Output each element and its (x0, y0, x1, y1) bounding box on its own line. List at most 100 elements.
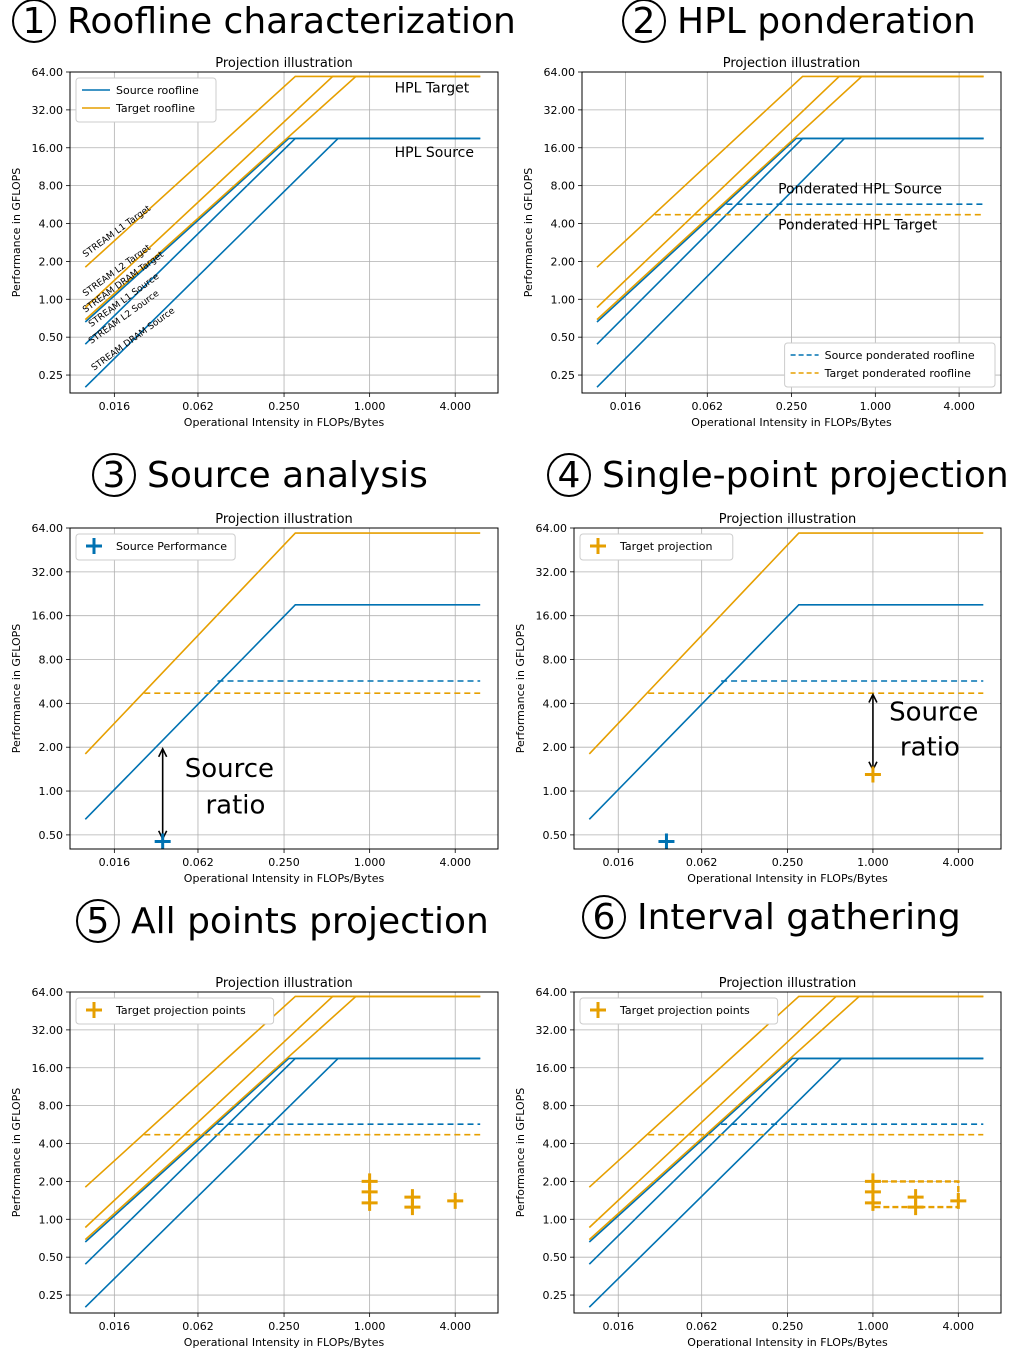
x-tick-label: 0.250 (268, 1320, 300, 1333)
step-title: Roofline characterization (67, 1, 516, 42)
data-point (864, 766, 881, 783)
y-tick-label: 32.00 (32, 1024, 64, 1037)
panel-5: 5 All points projection Projection illustr… (10, 899, 499, 1349)
x-tick-label: 4.000 (943, 856, 975, 869)
y-tick-label: 8.00 (543, 1100, 568, 1113)
axes-frame (69, 71, 499, 394)
y-tick-label: 16.00 (536, 1062, 568, 1075)
step-circle-icon (12, 0, 56, 43)
step-circle-icon (547, 453, 591, 497)
y-tick-label: 16.00 (536, 610, 568, 623)
annotation-text: Ponderated HPL Source (778, 182, 942, 198)
roofline-line (84, 137, 481, 323)
x-tick-label: 0.062 (692, 400, 724, 413)
y-tick-label: 8.00 (551, 180, 576, 193)
axes-title: Projection illustration (215, 512, 353, 527)
data-point (404, 1199, 421, 1216)
y-tick-label: 32.00 (536, 1024, 568, 1037)
y-tick-label: 0.50 (551, 331, 576, 344)
y-tick-label: 2.00 (543, 741, 568, 754)
axes-frame (573, 991, 1002, 1314)
axes-title: Projection illustration (723, 56, 861, 71)
roofline-line (84, 995, 481, 1188)
axes-title: Projection illustration (719, 512, 857, 527)
y-tick-label: 8.00 (543, 654, 568, 667)
axes-title: Projection illustration (215, 976, 353, 991)
y-tick-label: 0.25 (39, 369, 64, 382)
x-axis-label: Operational Intensity in FLOPs/Bytes (687, 1336, 888, 1349)
data-point (950, 1192, 967, 1209)
y-tick-label: 0.25 (543, 1289, 568, 1302)
y-tick-label: 0.50 (39, 331, 64, 344)
y-tick-label: 32.00 (544, 104, 576, 117)
legend: Target projection points (75, 997, 275, 1025)
y-tick-label: 1.00 (551, 293, 576, 306)
x-tick-label: 4.000 (439, 856, 471, 869)
step-circle-icon (92, 453, 136, 497)
axes-frame (581, 71, 1002, 394)
data-point (658, 833, 675, 850)
y-tick-label: 1.00 (39, 1213, 64, 1226)
y-tick-label: 0.50 (543, 829, 568, 842)
y-tick-label: 64.00 (32, 522, 64, 535)
roofline-line (84, 137, 481, 345)
step-number: 4 (558, 455, 581, 496)
step-number: 3 (103, 455, 126, 496)
axes-frame (69, 527, 499, 850)
x-tick-label: 0.016 (602, 856, 634, 869)
step-circle-icon (582, 895, 626, 939)
legend-label: Target projection points (115, 1004, 246, 1017)
x-tick-label: 1.000 (857, 1320, 889, 1333)
roofline-line (588, 995, 984, 1188)
roofline-line (84, 995, 481, 1241)
roofline-line (596, 137, 984, 345)
annotation-text: Ponderated HPL Target (778, 217, 938, 233)
arrowhead-up-icon (868, 692, 878, 703)
roofline-line (84, 1057, 481, 1265)
step-title: HPL ponderation (677, 1, 976, 42)
x-tick-label: 1.000 (354, 856, 386, 869)
step-title: Single-point projection (602, 455, 1009, 496)
legend-label: Source Performance (116, 540, 227, 553)
y-tick-label: 64.00 (544, 66, 576, 79)
y-tick-label: 8.00 (39, 654, 64, 667)
step-number: 1 (23, 1, 46, 42)
x-tick-label: 0.062 (686, 856, 718, 869)
legend-box (784, 342, 996, 388)
y-tick-label: 4.00 (39, 218, 64, 231)
annotation-text: ratio (205, 791, 265, 821)
data-point (154, 833, 171, 850)
x-axis-label: Operational Intensity in FLOPs/Bytes (687, 872, 888, 885)
legend: Source Performance (75, 533, 236, 561)
panel-4: 4 Single-point projection Projection illus… (514, 453, 1009, 885)
roofline-line (588, 532, 984, 755)
step-title: Interval gathering (637, 897, 961, 938)
y-axis-label: Performance in GFLOPS (514, 624, 527, 754)
roofline-line (588, 1057, 984, 1308)
legend-marker (86, 1002, 102, 1018)
y-tick-label: 0.50 (39, 829, 64, 842)
roofline-line (84, 603, 481, 820)
y-tick-label: 0.50 (39, 1251, 64, 1264)
legend-box (75, 77, 217, 123)
x-tick-label: 0.250 (268, 400, 300, 413)
y-tick-label: 32.00 (32, 104, 64, 117)
legend-label: Source ponderated roofline (825, 349, 975, 362)
legend-box (75, 997, 275, 1025)
y-tick-label: 64.00 (536, 522, 568, 535)
legend: Target projection points (579, 997, 779, 1025)
y-axis-label: Performance in GFLOPS (514, 1088, 527, 1218)
legend-label: Target projection points (619, 1004, 750, 1017)
x-tick-label: 0.062 (182, 1320, 214, 1333)
x-tick-label: 0.062 (686, 1320, 718, 1333)
axes-frame (573, 527, 1002, 850)
data-point (361, 1194, 378, 1211)
roofline-line (596, 137, 984, 323)
y-tick-label: 0.50 (543, 1251, 568, 1264)
y-tick-label: 2.00 (39, 741, 64, 754)
y-tick-label: 16.00 (32, 142, 64, 155)
step-title: Source analysis (147, 455, 428, 496)
y-tick-label: 4.00 (543, 1138, 568, 1151)
y-tick-label: 2.00 (39, 1175, 64, 1188)
legend-label: Source roofline (116, 84, 199, 97)
